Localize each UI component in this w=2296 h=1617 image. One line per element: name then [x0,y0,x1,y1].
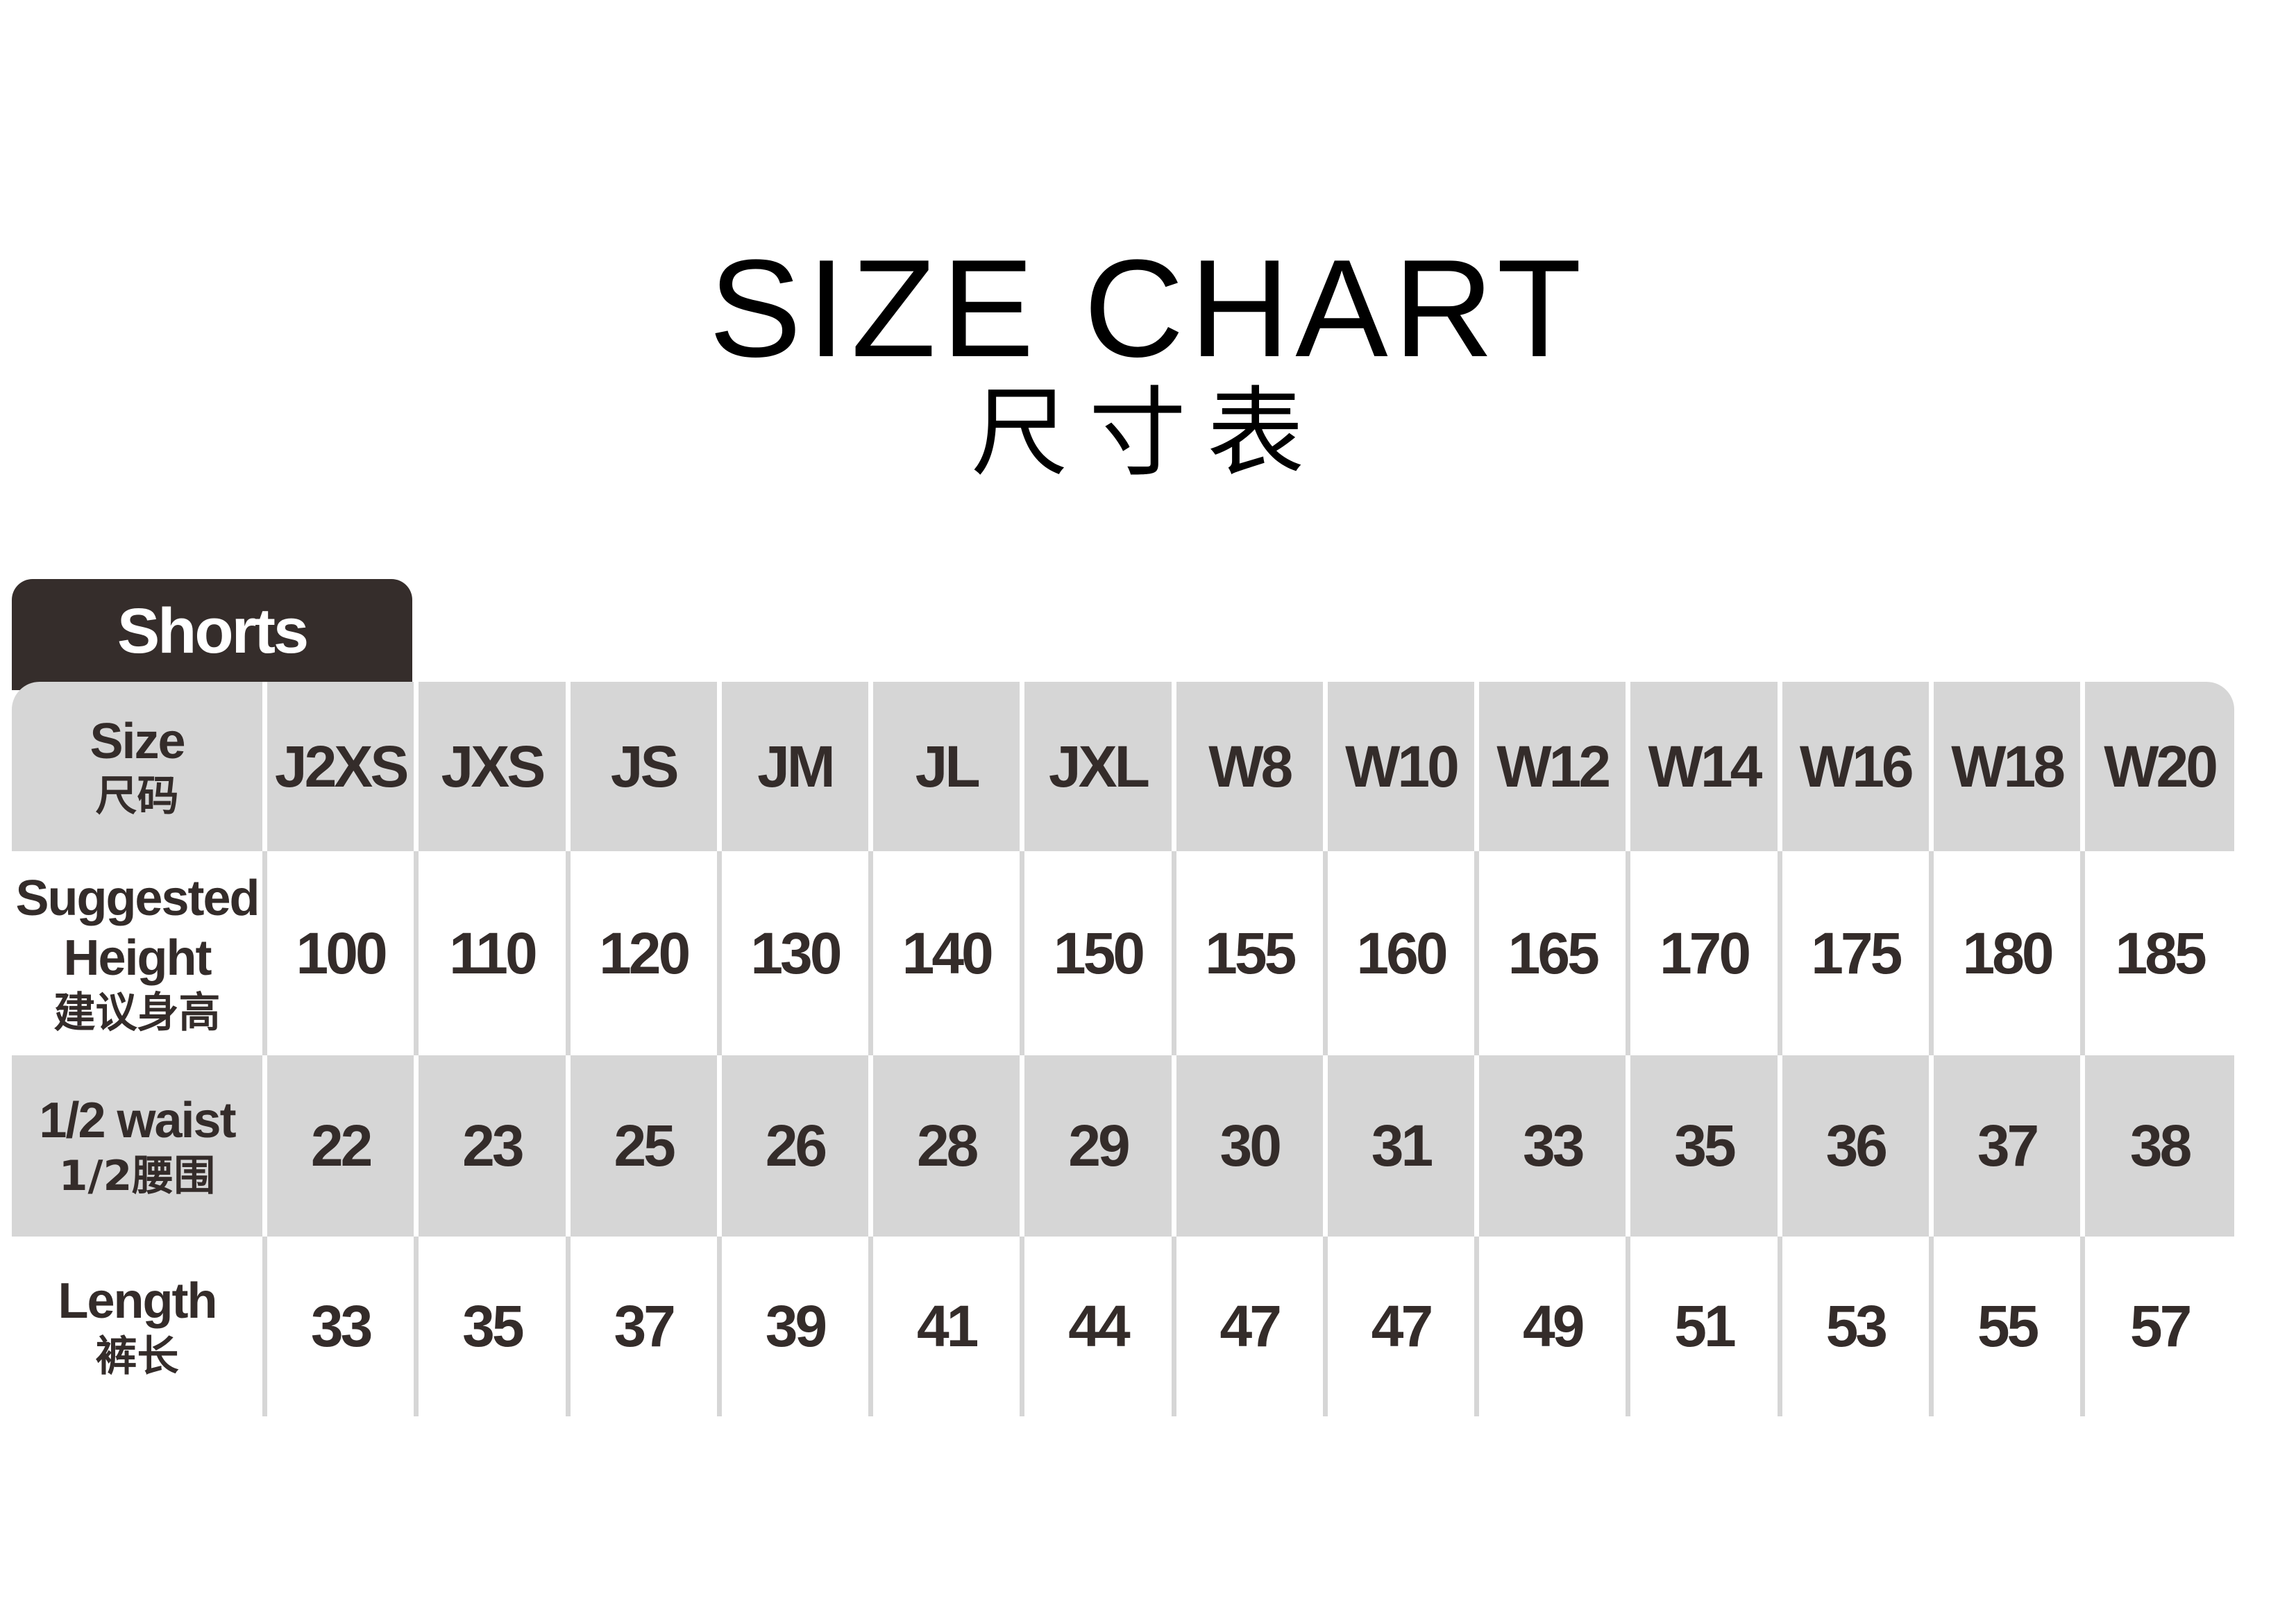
table-cell: 31 [1322,1055,1477,1237]
table-cell: 44 [1020,1237,1174,1416]
table-cell: 57 [2080,1237,2234,1416]
table-cell: 47 [1322,1237,1477,1416]
size-column-header: W8 [1171,682,1326,851]
size-header-row: Size 尺码 J2XS JXS JS JM JL JXL W8 W10 W12 W14 W16 W18 W… [12,682,2234,851]
table-cell: 35 [1626,1055,1780,1237]
size-column-header: W20 [2080,682,2234,851]
table-cell: 38 [2080,1055,2234,1237]
size-column-header: JL [868,682,1022,851]
size-chart-table: Size 尺码 J2XS JXS JS JM JL JXL W8 W10 W12 W14 W16 W18 W… [12,682,2234,1416]
table-cell: 180 [1928,851,2083,1055]
table-cell: 28 [868,1055,1022,1237]
size-column-header: W10 [1322,682,1477,851]
table-cell: 39 [716,1237,871,1416]
table-cell: 33 [262,1237,416,1416]
table-cell: 120 [565,851,720,1055]
table-cell: 110 [414,851,568,1055]
row-label-en: 1/2 waist [39,1093,236,1149]
table-cell: 140 [868,851,1022,1055]
table-cell: 160 [1322,851,1477,1055]
size-column-header: W14 [1626,682,1780,851]
table-cell: 51 [1626,1237,1780,1416]
page-subtitle-chinese: 尺寸表 [970,377,1325,490]
row-label-length: Length 裤长 [12,1237,265,1416]
table-cell: 53 [1777,1237,1932,1416]
size-column-header: JS [565,682,720,851]
row-label-en: Length [58,1273,218,1330]
table-cell: 49 [1474,1237,1628,1416]
size-column-header: W16 [1777,682,1932,851]
row-label-en: Suggested [15,870,260,926]
row-label-en: Height [63,930,212,986]
table-cell: 23 [414,1055,568,1237]
table-cell: 150 [1020,851,1174,1055]
length-row: Length 裤长 33 35 37 39 41 44 47 47 49 51 53 55 57 [12,1237,2234,1416]
table-cell: 100 [262,851,416,1055]
table-cell: 29 [1020,1055,1174,1237]
table-cell: 30 [1171,1055,1326,1237]
row-label-en: Size [90,713,185,769]
table-cell: 33 [1474,1055,1628,1237]
table-cell: 165 [1474,851,1628,1055]
row-label-size: Size 尺码 [12,682,265,851]
suggested-height-row: Suggested Height 建议身高 100 110 120 130 140 150 155… [12,851,2234,1055]
table-cell: 170 [1626,851,1780,1055]
row-label-half-waist: 1/2 waist 1/2腰围 [12,1055,265,1237]
table-cell: 37 [565,1237,720,1416]
table-cell: 22 [262,1055,416,1237]
row-label-cn: 1/2腰围 [58,1151,216,1200]
half-waist-row: 1/2 waist 1/2腰围 22 23 25 26 28 29 30 31 33 35 36 37 38 [12,1055,2234,1237]
table-cell: 55 [1928,1237,2083,1416]
table-cell: 175 [1777,851,1932,1055]
table-cell: 35 [414,1237,568,1416]
size-column-header: JXS [414,682,568,851]
table-cell: 41 [868,1237,1022,1416]
table-cell: 47 [1171,1237,1326,1416]
size-column-header: JM [716,682,871,851]
table-cell: 36 [1777,1055,1932,1237]
row-label-suggested-height: Suggested Height 建议身高 [12,851,265,1055]
page-title: SIZE CHART [709,231,1587,386]
table-cell: 25 [565,1055,720,1237]
table-cell: 155 [1171,851,1326,1055]
row-label-cn: 尺码 [95,772,179,821]
table-cell: 185 [2080,851,2234,1055]
size-column-header: J2XS [262,682,416,851]
table-cell: 37 [1928,1055,2083,1237]
table-cell: 26 [716,1055,871,1237]
category-tab-shorts: Shorts [12,579,412,690]
row-label-cn: 裤长 [95,1332,179,1381]
size-column-header: W18 [1928,682,2083,851]
size-column-header: W12 [1474,682,1628,851]
table-cell: 130 [716,851,871,1055]
row-label-cn: 建议身高 [53,989,221,1038]
size-column-header: JXL [1020,682,1174,851]
